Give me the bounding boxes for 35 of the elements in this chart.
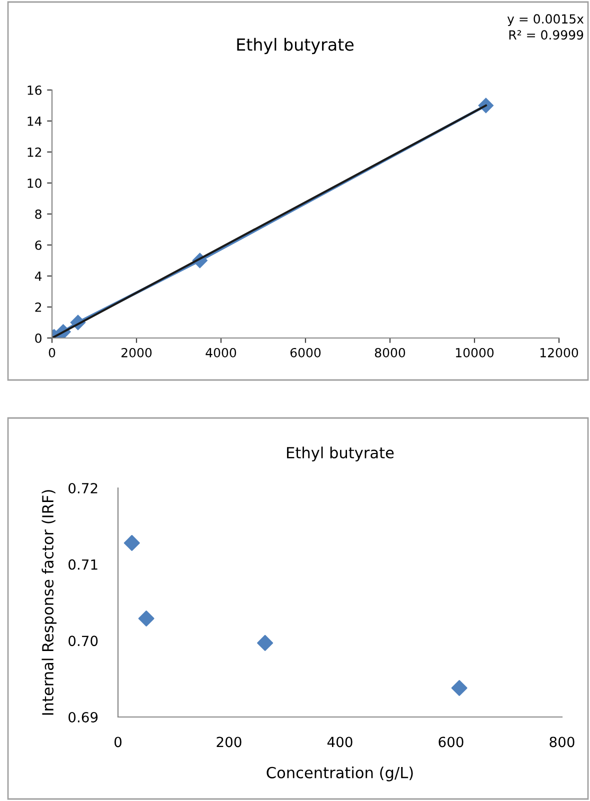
y-tick-label: 16: [28, 85, 42, 95]
point: [451, 680, 468, 696]
y-tick-label: 0: [35, 333, 42, 343]
y-tick-label: 4: [34, 272, 42, 281]
x-tick-label: 0: [48, 348, 56, 358]
x-tick-label: 2000: [122, 348, 152, 358]
x-tick-label: 0: [114, 736, 122, 748]
text: R² = 0.9999: [509, 30, 584, 40]
y-tick-label: 0.72: [68, 482, 98, 494]
x-tick-label: 400: [327, 736, 352, 748]
y-tick-label: 0.69: [68, 712, 98, 722]
y-tick-label: 8: [35, 209, 42, 219]
y-tick-label: 2: [35, 302, 42, 312]
y-tick-label: 12: [28, 147, 42, 157]
x-tick-label: 12000: [540, 348, 578, 358]
x-tick-label: 10000: [456, 348, 494, 358]
x-tick-label: 600: [438, 736, 464, 748]
text: y = 0.0015x: [507, 14, 584, 26]
y-tick-label: 0.70: [68, 636, 98, 646]
point: [124, 534, 140, 551]
y-tick-label: 14: [28, 116, 42, 126]
point: [257, 634, 274, 651]
y-tick-label: 0.71: [68, 559, 98, 570]
x-tick-label: 800: [550, 736, 574, 748]
point: [138, 610, 154, 627]
y-tick-label: 10: [28, 178, 42, 188]
x-tick-label: 8000: [374, 348, 406, 358]
y-tick-label: 6: [35, 240, 42, 250]
x-tick-label: 200: [216, 736, 242, 748]
y-axis-title: Internal Response factor (IRF): [42, 490, 57, 715]
x-tick-label: 4000: [206, 348, 236, 358]
x-tick-label: 6000: [290, 348, 321, 358]
chart-title: Ethyl butyrate: [287, 446, 394, 462]
chart-title: Ethyl butyrate: [237, 38, 354, 54]
x-axis-title: Concentration (g/L): [266, 766, 413, 782]
